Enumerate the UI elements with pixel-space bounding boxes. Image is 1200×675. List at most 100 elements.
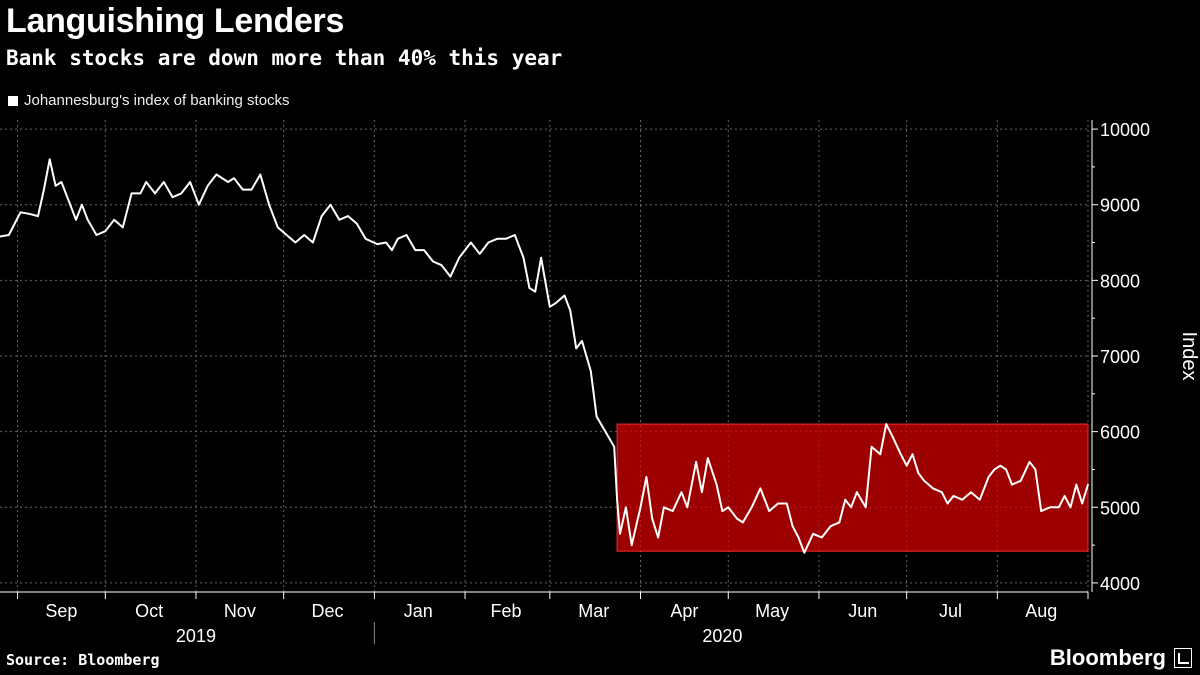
brand-name: Bloomberg xyxy=(1049,645,1166,670)
data-point xyxy=(0,235,1,238)
data-point xyxy=(1057,506,1060,509)
data-point xyxy=(259,173,262,176)
data-point xyxy=(821,536,823,539)
data-point xyxy=(777,502,779,505)
y-tick-label: 4000 xyxy=(1100,574,1140,594)
data-point xyxy=(721,510,724,512)
data-point xyxy=(277,226,279,229)
data-point xyxy=(180,192,183,195)
data-point xyxy=(206,185,209,187)
data-point xyxy=(1028,461,1031,463)
data-point xyxy=(923,480,926,482)
data-point xyxy=(540,256,542,259)
data-point xyxy=(215,173,218,176)
data-point xyxy=(750,506,753,509)
data-point xyxy=(625,506,627,509)
data-point xyxy=(657,536,659,539)
data-point xyxy=(911,453,914,456)
data-point xyxy=(850,506,852,509)
data-point xyxy=(1019,480,1022,482)
data-point xyxy=(1069,506,1072,509)
x-tick-label: Aug xyxy=(1025,601,1057,621)
data-point xyxy=(940,491,943,493)
data-point xyxy=(932,487,934,490)
data-point xyxy=(946,502,949,505)
data-point xyxy=(905,464,908,467)
data-point xyxy=(856,491,858,493)
data-point xyxy=(695,461,697,463)
data-point xyxy=(198,203,200,206)
data-point xyxy=(268,203,270,206)
data-point xyxy=(513,234,516,236)
data-point xyxy=(227,181,229,183)
x-tick-label: Nov xyxy=(224,601,256,621)
y-tick-label: 10000 xyxy=(1100,120,1150,140)
data-point xyxy=(312,241,314,244)
data-point xyxy=(706,457,709,459)
data-point xyxy=(1049,506,1051,509)
data-point xyxy=(432,260,434,263)
data-point xyxy=(28,212,31,215)
data-point xyxy=(616,498,618,501)
x-tick-label: Sep xyxy=(45,601,77,621)
data-point xyxy=(405,234,408,236)
data-point xyxy=(993,468,996,471)
data-point xyxy=(396,237,399,240)
data-point xyxy=(233,177,235,180)
y-tick-label: 8000 xyxy=(1100,271,1140,291)
x-tick-label: Jan xyxy=(404,601,433,621)
y-tick-label: 6000 xyxy=(1100,423,1140,443)
data-point xyxy=(759,487,762,490)
data-point xyxy=(458,256,460,259)
highlight-box xyxy=(616,423,1089,552)
data-point xyxy=(69,203,71,206)
x-tick-label: Apr xyxy=(670,601,698,621)
data-point xyxy=(385,241,387,244)
data-point xyxy=(122,226,124,229)
data-point xyxy=(549,306,551,308)
chart-title: Languishing Lenders xyxy=(6,2,345,40)
data-point xyxy=(338,219,341,221)
data-point xyxy=(619,532,621,535)
series-line-bank-index xyxy=(0,158,1089,554)
data-point xyxy=(768,510,771,512)
data-point xyxy=(37,215,39,217)
data-point xyxy=(320,215,323,217)
data-point xyxy=(86,219,89,221)
legend-label: Johannesburg's index of banking stocks xyxy=(24,92,290,109)
data-point xyxy=(829,525,832,527)
data-point xyxy=(680,491,683,493)
x-tick-label: Jun xyxy=(848,601,877,621)
data-point xyxy=(303,234,305,236)
data-point xyxy=(791,525,794,527)
data-point xyxy=(1040,510,1043,512)
data-point xyxy=(879,453,882,456)
data-point xyxy=(891,434,893,437)
chart-subtitle: Bank stocks are down more than 40% this … xyxy=(6,46,563,70)
data-point xyxy=(1081,502,1083,505)
data-point xyxy=(294,241,297,244)
data-point xyxy=(978,498,981,501)
data-point xyxy=(95,234,98,236)
data-point xyxy=(987,476,990,478)
data-point xyxy=(60,181,63,183)
data-point xyxy=(478,253,481,255)
data-point xyxy=(528,287,531,289)
data-point xyxy=(1063,495,1066,497)
data-point xyxy=(645,476,648,478)
data-point xyxy=(329,203,332,206)
data-point xyxy=(613,445,615,448)
data-point xyxy=(423,249,425,251)
data-point xyxy=(250,188,253,191)
data-point xyxy=(952,495,955,497)
data-point xyxy=(885,423,887,425)
data-point xyxy=(356,222,358,225)
data-point xyxy=(844,498,847,501)
y-tick-label: 9000 xyxy=(1100,196,1140,216)
data-point xyxy=(534,290,537,293)
legend-swatch xyxy=(8,95,18,106)
data-point xyxy=(701,491,703,493)
data-point xyxy=(1011,483,1013,486)
data-point xyxy=(19,211,22,214)
data-point xyxy=(241,188,244,191)
